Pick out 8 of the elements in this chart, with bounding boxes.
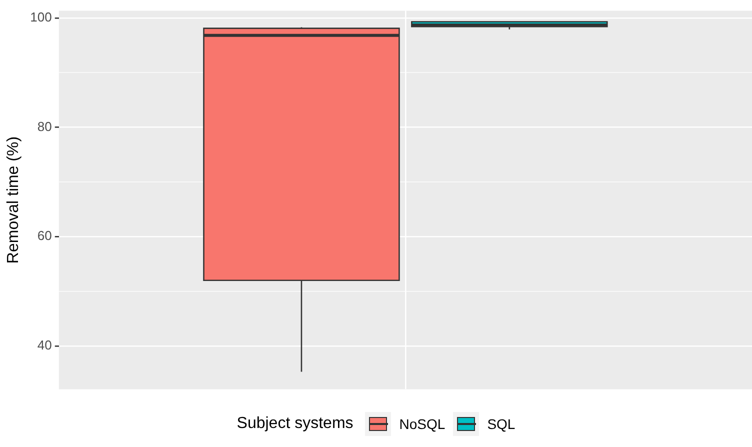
y-tick-label: 100 xyxy=(30,9,52,24)
legend-label: SQL xyxy=(487,416,516,432)
y-tick-label: 80 xyxy=(37,118,52,134)
legend-title: Subject systems xyxy=(236,414,354,432)
y-tick-label: 40 xyxy=(37,338,52,353)
y-tick-label: 60 xyxy=(37,228,52,244)
legend-label: NoSQL xyxy=(399,416,446,432)
y-axis-title: Removal time (%) xyxy=(5,136,22,264)
